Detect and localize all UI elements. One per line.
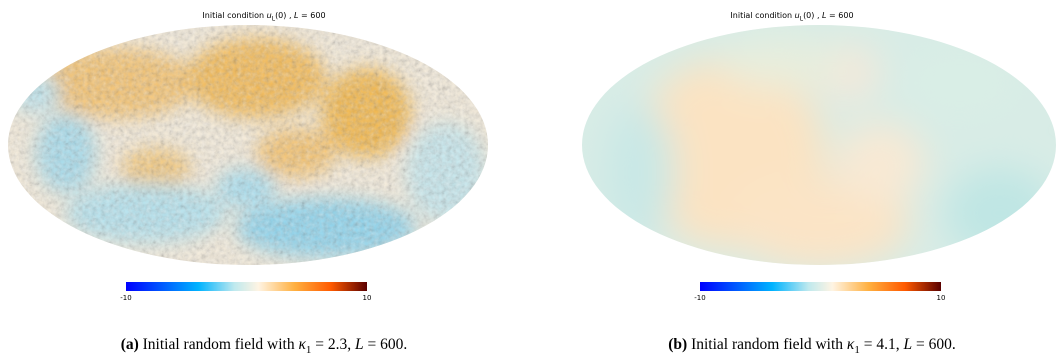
title-subscript: L bbox=[271, 15, 276, 23]
caption-text: Initial random field with bbox=[138, 336, 299, 353]
title-argument: (0) , bbox=[803, 11, 820, 20]
caption-text: Initial random field with bbox=[687, 336, 847, 353]
caption-kappa: κ bbox=[298, 336, 306, 353]
caption-a: (a) Initial random field with κ1 = 2.3, … bbox=[0, 336, 528, 356]
caption-label: (b) bbox=[668, 336, 688, 353]
title-text: Initial condition bbox=[730, 11, 793, 20]
caption-label: (a) bbox=[120, 336, 139, 353]
title-L: L bbox=[294, 11, 299, 20]
title-L-value: = 600 bbox=[826, 11, 854, 20]
caption-b: (b) Initial random field with κ1 = 4.1, … bbox=[568, 336, 1056, 356]
title-subscript: L bbox=[799, 15, 804, 23]
mollweide-map-b bbox=[582, 25, 1056, 265]
caption-L: L bbox=[903, 336, 913, 353]
mollweide-map-a bbox=[8, 25, 488, 265]
caption-kappa-sub: 1 bbox=[854, 344, 860, 357]
caption-kappa-value: = 2.3, bbox=[311, 336, 356, 353]
caption-L-value: = 600. bbox=[912, 336, 956, 353]
caption-L: L bbox=[355, 336, 364, 353]
colorbar-max-label: 10 bbox=[936, 294, 946, 302]
map-title: Initial condition uL(0) , L = 600 bbox=[528, 11, 1056, 23]
title-symbol: u bbox=[794, 11, 800, 20]
title-L-value: = 600 bbox=[298, 11, 326, 20]
colorbar-min-label: -10 bbox=[120, 294, 132, 302]
caption-kappa-sub: 1 bbox=[305, 344, 312, 357]
caption-L-value: = 600. bbox=[363, 336, 408, 353]
colorbar-b bbox=[700, 282, 941, 291]
figure-panel-b: Initial condition uL(0) , L = 600 bbox=[528, 0, 1056, 364]
title-text: Initial condition bbox=[202, 11, 265, 20]
title-L: L bbox=[822, 11, 827, 20]
figure-panel-a: Initial condition uL(0) , L = 600 bbox=[0, 11, 528, 356]
caption-kappa-value: = 4.1, bbox=[859, 336, 904, 353]
colorbar-min-label: -10 bbox=[694, 294, 706, 302]
map-title: Initial condition uL(0) , L = 600 bbox=[0, 11, 528, 23]
caption-kappa: κ bbox=[846, 336, 855, 353]
colorbar-a bbox=[126, 282, 367, 291]
colorbar-max-label: 10 bbox=[362, 294, 372, 302]
title-argument: (0) , bbox=[275, 11, 292, 20]
title-symbol: u bbox=[266, 11, 272, 20]
